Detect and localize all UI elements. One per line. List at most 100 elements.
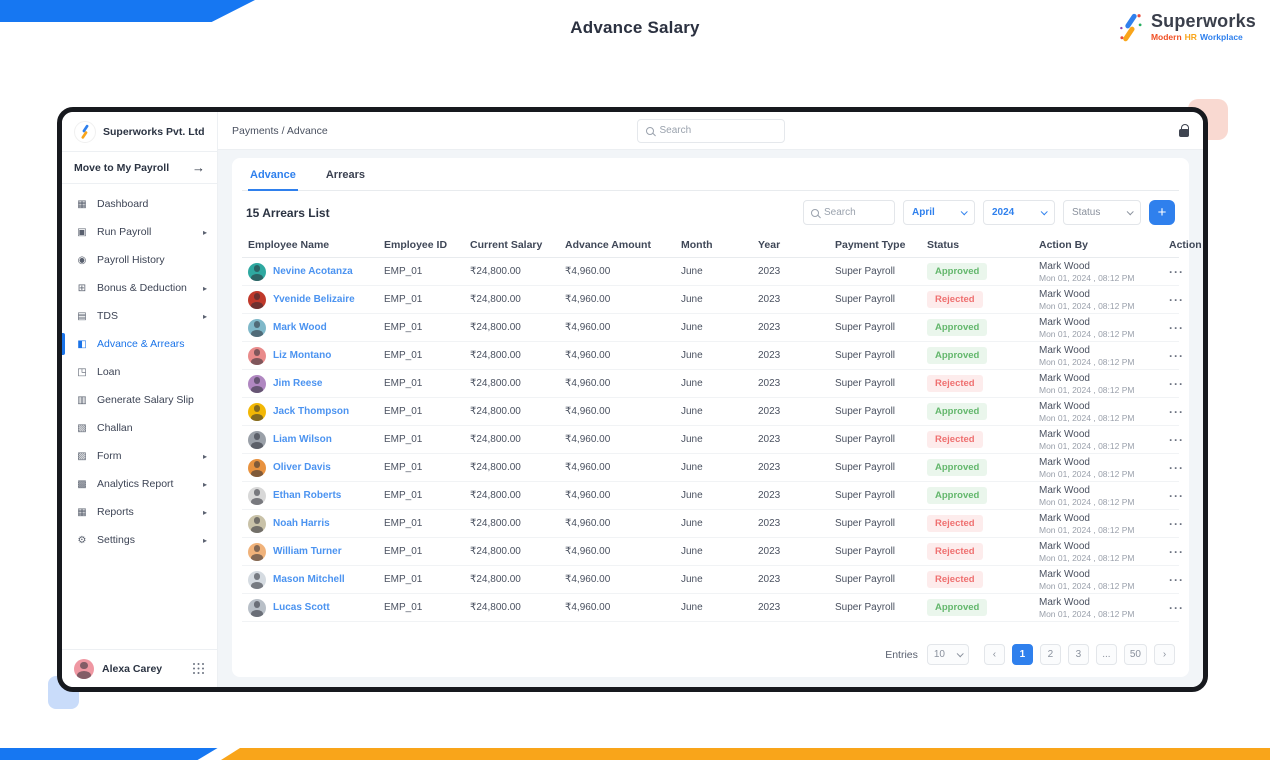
status-badge: Rejected: [927, 543, 983, 560]
employee-name-link[interactable]: Lucas Scott: [273, 602, 330, 613]
prev-page-button[interactable]: ‹: [983, 644, 1005, 665]
tab-advance[interactable]: Advance: [248, 158, 298, 191]
column-header-action: Action: [1169, 239, 1202, 251]
table-search-input[interactable]: [824, 207, 887, 218]
company-logo-icon: [74, 120, 96, 143]
sidebar-item-generate-salary-slip[interactable]: ▥ Generate Salary Slip ▸: [62, 386, 217, 414]
sidebar-item-challan[interactable]: ▧ Challan ▸: [62, 414, 217, 442]
month-cell: June: [681, 350, 703, 361]
tab-arrears[interactable]: Arrears: [325, 169, 365, 181]
employee-name-link[interactable]: Nevine Acotanza: [273, 266, 353, 277]
employee-name-link[interactable]: Liam Wilson: [273, 434, 332, 445]
employee-name-link[interactable]: William Turner: [273, 546, 342, 557]
row-actions-button[interactable]: ···: [1169, 572, 1184, 587]
sidebar-item-settings[interactable]: ⚙ Settings ▸: [62, 526, 217, 554]
brand-tagline-part: HR: [1184, 32, 1197, 43]
action-by-date: Mon 01, 2024 , 08:12 PM: [1039, 440, 1135, 451]
row-actions-button[interactable]: ···: [1169, 432, 1184, 447]
row-actions-button[interactable]: ···: [1169, 488, 1184, 503]
topbar: Payments / Advance: [218, 112, 1203, 150]
year-select[interactable]: 2024: [983, 200, 1055, 225]
row-actions-button[interactable]: ···: [1169, 292, 1184, 307]
status-select[interactable]: Status: [1063, 200, 1141, 225]
user-name: Alexa Carey: [102, 662, 163, 675]
year-value: 2024: [992, 207, 1015, 218]
row-actions-button[interactable]: ···: [1169, 516, 1184, 531]
generate-salary-slip-icon: ▥: [77, 394, 87, 406]
chevron-right-icon: ▸: [202, 507, 207, 517]
employee-name-link[interactable]: Mason Mitchell: [273, 574, 345, 585]
user-profile[interactable]: Alexa Carey: [62, 649, 217, 687]
sidebar-item-reports[interactable]: ▦ Reports ▸: [62, 498, 217, 526]
status-badge: Approved: [927, 319, 988, 336]
employee-name-link[interactable]: Jim Reese: [273, 378, 323, 389]
pagination: Entries 10 ‹ 1 2 3... 50 ›: [242, 632, 1179, 667]
row-actions-button[interactable]: ···: [1169, 376, 1184, 391]
sidebar-item-advance-arrears[interactable]: ◧ Advance & Arrears ▸: [62, 330, 217, 358]
chevron-down-icon: [1040, 208, 1048, 216]
sidebar-item-loan[interactable]: ◳ Loan ▸: [62, 358, 217, 386]
current-salary-cell: ₹24,800.00: [470, 378, 521, 389]
sidebar-item-payroll-history[interactable]: ◉ Payroll History ▸: [62, 246, 217, 274]
add-advance-button[interactable]: +: [1149, 200, 1175, 225]
move-to-my-payroll-link[interactable]: Move to My Payroll →: [62, 152, 217, 184]
employee-name-link[interactable]: Jack Thompson: [273, 406, 350, 417]
employee-avatar: [248, 290, 266, 309]
employee-id-cell: EMP_01: [384, 546, 423, 557]
global-search-input[interactable]: [659, 125, 776, 136]
breadcrumb: Payments / Advance: [232, 124, 328, 137]
month-cell: June: [681, 294, 703, 305]
row-actions-button[interactable]: ···: [1169, 600, 1184, 615]
employee-avatar: [248, 542, 266, 561]
lock-icon[interactable]: [1179, 124, 1190, 137]
current-salary-cell: ₹24,800.00: [470, 266, 521, 277]
employee-id-cell: EMP_01: [384, 462, 423, 473]
employee-name-link[interactable]: Oliver Davis: [273, 462, 331, 473]
page-ellipsis[interactable]: ...: [1095, 644, 1117, 665]
payment-type-cell: Super Payroll: [835, 546, 896, 557]
status-badge: Rejected: [927, 375, 983, 392]
row-actions-button[interactable]: ···: [1169, 404, 1184, 419]
employee-name-link[interactable]: Liz Montano: [273, 350, 332, 361]
switcher-label: Move to My Payroll: [74, 161, 170, 174]
row-actions-button[interactable]: ···: [1169, 348, 1184, 363]
row-actions-button[interactable]: ···: [1169, 320, 1184, 335]
next-page-button[interactable]: ›: [1154, 644, 1175, 665]
entries-per-page-select[interactable]: 10: [926, 644, 969, 665]
year-cell: 2023: [758, 546, 781, 557]
sidebar-item-bonus-deduction[interactable]: ⊞ Bonus & Deduction ▸: [62, 274, 217, 302]
page-button-3[interactable]: 3: [1067, 644, 1089, 665]
row-actions-button[interactable]: ···: [1169, 460, 1184, 475]
row-actions-button[interactable]: ···: [1169, 544, 1184, 559]
sidebar-item-tds[interactable]: ▤ TDS ▸: [62, 302, 217, 330]
month-cell: June: [681, 546, 703, 557]
month-select[interactable]: April: [903, 200, 975, 225]
page-button-2[interactable]: 2: [1039, 644, 1061, 665]
row-actions-button[interactable]: ···: [1169, 264, 1184, 279]
page-button-50[interactable]: 50: [1123, 644, 1147, 665]
employee-name-link[interactable]: Yvenide Belizaire: [273, 294, 355, 305]
user-avatar: [74, 658, 94, 679]
payment-type-cell: Super Payroll: [835, 462, 896, 473]
company-switcher[interactable]: Superworks Pvt. Ltd: [62, 112, 217, 152]
sidebar-item-dashboard[interactable]: ▦ Dashboard ▸: [62, 190, 217, 218]
status-badge: Approved: [927, 487, 988, 504]
current-salary-cell: ₹24,800.00: [470, 322, 521, 333]
employee-name-link[interactable]: Ethan Roberts: [273, 490, 342, 501]
sidebar-item-run-payroll[interactable]: ▣ Run Payroll ▸: [62, 218, 217, 246]
action-by-date: Mon 01, 2024 , 08:12 PM: [1039, 356, 1135, 367]
employee-name-link[interactable]: Mark Wood: [273, 322, 327, 333]
sidebar-item-form[interactable]: ▨ Form ▸: [62, 442, 217, 470]
table-body: Nevine Acotanza EMP_01 ₹24,800.00 ₹4,960…: [242, 258, 1183, 622]
table-search[interactable]: [803, 200, 895, 225]
employee-name-link[interactable]: Noah Harris: [273, 518, 330, 529]
column-header-year: Year: [758, 239, 781, 251]
advance-arrears-icon: ◧: [77, 338, 87, 350]
page-button-1[interactable]: 1: [1011, 644, 1033, 665]
column-header-advance-amount: Advance Amount: [565, 239, 651, 251]
global-search[interactable]: [636, 118, 785, 143]
arrow-right-icon: →: [192, 160, 205, 175]
advance-amount-cell: ₹4,960.00: [565, 434, 611, 445]
sidebar-item-analytics-report[interactable]: ▩ Analytics Report ▸: [62, 470, 217, 498]
app-launcher-icon[interactable]: [192, 662, 205, 675]
